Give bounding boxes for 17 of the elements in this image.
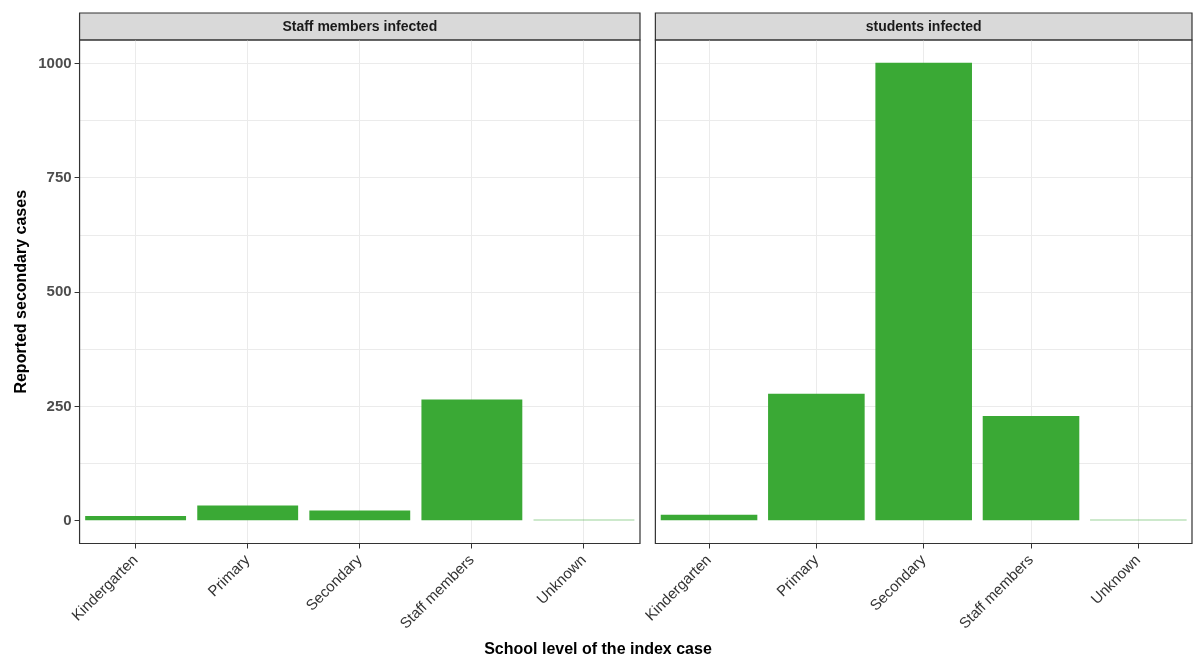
chart-title: students infected — [865, 17, 982, 34]
y-tick-label: 0 — [63, 510, 72, 528]
y-tick-label: 250 — [46, 396, 72, 414]
y-tick-label: 750 — [46, 168, 72, 186]
bar — [768, 393, 865, 521]
bar — [982, 416, 1080, 521]
bar — [875, 62, 972, 521]
y-tick-label: 1000 — [38, 53, 72, 71]
bar — [197, 505, 299, 521]
bar — [660, 514, 758, 521]
bar — [421, 399, 523, 521]
y-tick-label: 500 — [46, 282, 72, 300]
y-axis-title: Reported secondary cases — [12, 189, 30, 394]
chart-title: Staff members infected — [282, 17, 438, 34]
x-axis-title: School level of the index case — [483, 640, 713, 658]
bar — [309, 510, 411, 521]
bar — [85, 516, 187, 521]
